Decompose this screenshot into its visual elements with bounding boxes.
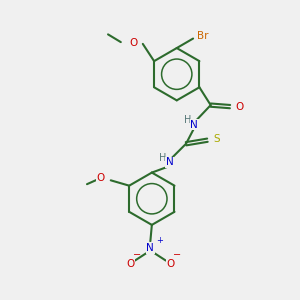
Text: −: − bbox=[173, 250, 181, 260]
Text: H: H bbox=[184, 115, 191, 125]
Text: O: O bbox=[236, 102, 244, 112]
Text: O: O bbox=[126, 259, 134, 269]
Text: N: N bbox=[146, 243, 154, 253]
Text: −: − bbox=[133, 250, 141, 260]
Text: S: S bbox=[213, 134, 220, 144]
Text: +: + bbox=[156, 236, 163, 245]
Text: H: H bbox=[160, 153, 167, 163]
Text: O: O bbox=[97, 173, 105, 183]
Text: N: N bbox=[190, 120, 198, 130]
Text: N: N bbox=[166, 158, 174, 167]
Text: Br: Br bbox=[197, 31, 209, 40]
Text: O: O bbox=[129, 38, 137, 48]
Text: O: O bbox=[167, 259, 175, 269]
